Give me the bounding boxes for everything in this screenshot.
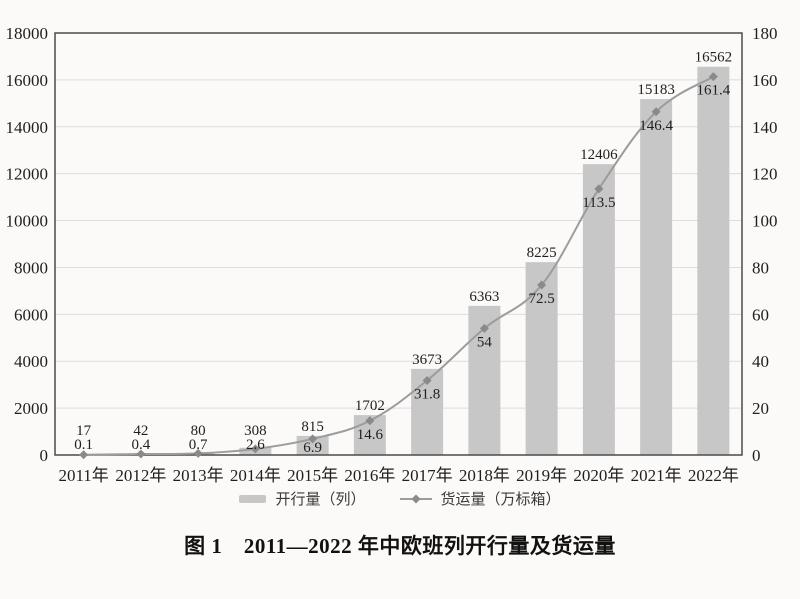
- x-axis-tick-label: 2018年: [459, 466, 510, 485]
- line-marker-diamond: [422, 375, 432, 385]
- bar-value-label: 80: [191, 423, 206, 439]
- bar-value-label: 12406: [580, 147, 618, 163]
- y-axis-right-tick-label: 160: [752, 71, 778, 90]
- x-axis-tick-label: 2022年: [688, 466, 739, 485]
- y-axis-left-tick-label: 14000: [6, 118, 49, 137]
- legend-bar-swatch-icon: [239, 494, 267, 503]
- line-marker-diamond: [651, 107, 661, 117]
- y-axis-left-tick-label: 4000: [14, 352, 48, 371]
- cargo-line: [83, 75, 714, 456]
- x-axis-tick-label: 2017年: [402, 466, 453, 485]
- line-marker-diamond: [708, 72, 718, 82]
- bar-value-label: 8225: [527, 245, 557, 261]
- line-value-label: 6.9: [303, 440, 322, 456]
- y-axis-left-tick-label: 12000: [6, 165, 49, 184]
- x-axis-tick-label: 2021年: [631, 466, 682, 485]
- bar-value-label: 1702: [355, 398, 385, 414]
- bar-value-label: 16562: [695, 50, 733, 66]
- line-value-label: 72.5: [529, 291, 555, 307]
- figure-title: 图 1 2011—2022 年中欧班列开行量及货运量: [184, 534, 616, 558]
- line-value-label: 54: [477, 334, 493, 350]
- y-axis-left-tick-label: 6000: [14, 305, 48, 324]
- x-axis-tick-label: 2015年: [287, 466, 338, 485]
- line-marker-diamond: [308, 434, 318, 444]
- x-axis-tick-label: 2011年: [58, 466, 108, 485]
- x-axis-tick-label: 2013年: [173, 466, 224, 485]
- line-value-label: 0.4: [132, 437, 151, 453]
- bar-value-label: 15183: [637, 82, 675, 98]
- line-value-label: 2.6: [246, 437, 265, 453]
- line-marker-diamond: [537, 280, 547, 290]
- x-axis-tick-label: 2012年: [115, 466, 166, 485]
- y-axis-right-tick-label: 60: [752, 305, 769, 324]
- legend-bar-label: 开行量（列）: [275, 492, 366, 508]
- bar-value-label: 308: [244, 423, 267, 439]
- x-axis-tick-label: 2020年: [573, 466, 624, 485]
- bar: [525, 262, 558, 455]
- y-axis-right-tick-label: 180: [752, 24, 778, 43]
- plot-border: [54, 32, 743, 456]
- y-axis-right-tick-label: 140: [752, 118, 778, 137]
- y-axis-right-tick-label: 40: [752, 352, 769, 371]
- y-axis-right-tick-label: 100: [752, 212, 778, 231]
- y-axis-right-tick-label: 20: [752, 399, 769, 418]
- y-axis-right-tick-label: 80: [752, 258, 769, 277]
- bar-value-label: 42: [133, 423, 148, 439]
- y-axis-left-tick-label: 18000: [6, 24, 49, 43]
- bar: [640, 99, 673, 455]
- y-axis-right-tick-label: 120: [752, 165, 778, 184]
- y-axis-left-tick-label: 16000: [6, 71, 49, 90]
- bar-value-label: 17: [76, 423, 92, 439]
- x-axis-tick-label: 2016年: [344, 466, 395, 485]
- line-marker-diamond: [136, 449, 146, 459]
- line-marker-diamond: [365, 416, 375, 426]
- combo-chart: 170.1420.4800.73082.68156.9170214.636733…: [6, 24, 778, 485]
- y-axis-left-tick-label: 0: [40, 446, 49, 465]
- bar-value-label: 3673: [412, 352, 442, 368]
- bar: [697, 66, 730, 456]
- x-axis-tick-label: 2019年: [516, 466, 567, 485]
- line-marker-diamond: [594, 184, 604, 194]
- line-value-label: 113.5: [582, 195, 615, 211]
- bar-value-label: 815: [301, 419, 324, 435]
- line-marker-diamond: [250, 444, 260, 454]
- line-value-label: 146.4: [639, 118, 673, 134]
- bar-value-label: 6363: [469, 289, 499, 305]
- legend-item-bars: 开行量（列）: [239, 488, 366, 509]
- x-axis-tick-label: 2014年: [230, 466, 281, 485]
- y-axis-left-tick-label: 10000: [6, 212, 49, 231]
- line-marker-diamond: [79, 450, 89, 460]
- y-axis-left-tick-label: 2000: [14, 399, 48, 418]
- y-axis-left-tick-label: 8000: [14, 258, 48, 277]
- line-value-label: 0.1: [74, 437, 93, 453]
- bar: [582, 164, 615, 455]
- legend-item-line: 货运量（万标箱）: [399, 488, 561, 509]
- legend-line-label: 货运量（万标箱）: [440, 492, 561, 508]
- line-value-label: 161.4: [697, 83, 731, 99]
- line-marker-diamond: [479, 323, 489, 333]
- y-axis-right-tick-label: 0: [752, 446, 761, 465]
- legend-line-diamond-icon: [399, 494, 432, 503]
- line-value-label: 0.7: [189, 437, 208, 453]
- line-marker-diamond: [193, 448, 203, 458]
- chart-legend: 开行量（列） 货运量（万标箱）: [0, 488, 800, 509]
- line-value-label: 14.6: [357, 427, 384, 443]
- line-value-label: 31.8: [414, 386, 440, 402]
